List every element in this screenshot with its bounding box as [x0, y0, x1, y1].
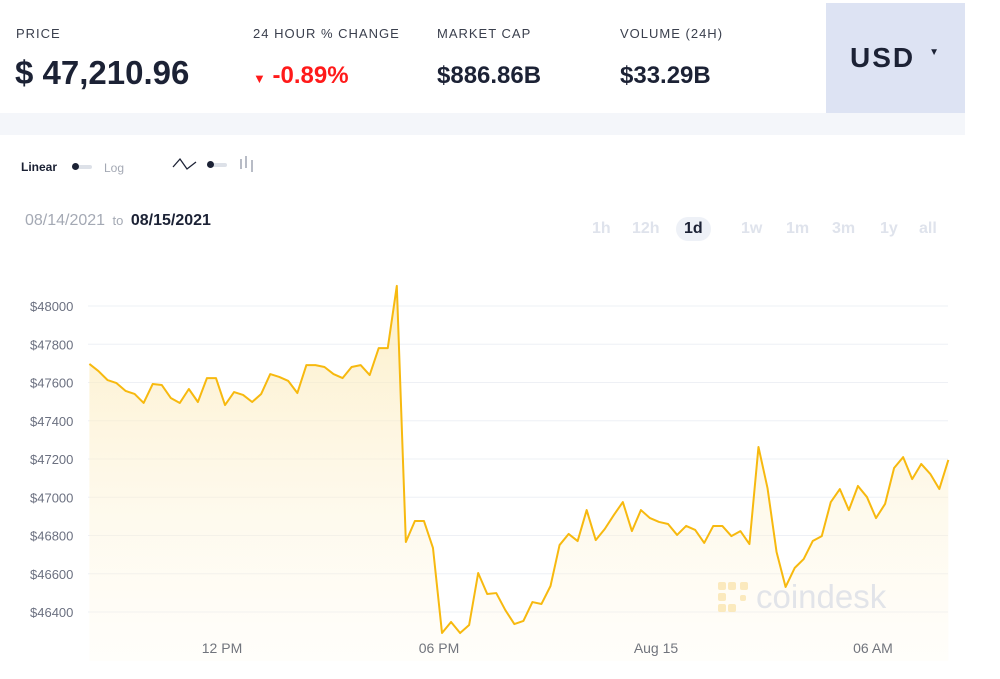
y-tick-label: $46600: [30, 567, 73, 582]
y-tick-label: $47800: [30, 337, 73, 352]
y-tick-label: $47400: [30, 414, 73, 429]
market-cap-value: $886.86B: [437, 62, 542, 89]
range-1m[interactable]: 1m: [786, 220, 810, 237]
y-tick-label: $46400: [30, 605, 73, 620]
market-cap-label: MARKET CAP: [437, 26, 532, 41]
log-label: Log: [104, 161, 125, 175]
range-1d[interactable]: 1d: [676, 217, 711, 241]
range-1w[interactable]: 1w: [741, 220, 763, 237]
price-area: [89, 285, 949, 661]
linear-label: Linear: [21, 160, 58, 174]
volume-value: $33.29B: [620, 62, 711, 89]
date-to[interactable]: 08/15/2021: [130, 212, 211, 229]
price-chart[interactable]: $46400 $46600 $46800 $47000 $47200 $47400 $476…: [0, 250, 1000, 679]
currency-dropdown[interactable]: USD ▼: [826, 3, 965, 113]
date-from[interactable]: 08/14/2021: [25, 212, 106, 229]
y-tick-label: $47200: [30, 452, 73, 467]
scale-toggle[interactable]: [72, 163, 92, 171]
price-label: PRICE: [16, 26, 61, 41]
candle-chart-icon[interactable]: [239, 155, 255, 173]
caret-down-icon: ▼: [929, 46, 942, 58]
change-percent: -0.89%: [272, 62, 349, 89]
watermark-text: coindesk: [756, 578, 887, 615]
price-value: $ 47,210.96: [15, 54, 190, 91]
range-12h[interactable]: 12h: [632, 220, 660, 237]
coindesk-logo-icon: [718, 582, 748, 612]
change-label: 24 HOUR % CHANGE: [253, 26, 400, 41]
price-line: [88, 284, 950, 635]
date-range: 08/14/2021 to 08/15/2021: [25, 212, 211, 230]
volume-label: VOLUME (24H): [620, 26, 724, 41]
range-all[interactable]: all: [919, 220, 937, 237]
change-value: ▼ -0.89%: [253, 62, 349, 90]
line-chart-icon[interactable]: [172, 156, 198, 172]
chart-type-toggle[interactable]: [207, 161, 229, 169]
currency-label: USD: [849, 42, 916, 73]
y-tick-label: $48000: [30, 299, 73, 314]
range-1y[interactable]: 1y: [880, 220, 898, 237]
y-tick-label: $47000: [30, 490, 73, 505]
date-to-word: to: [112, 213, 124, 228]
header-divider: [0, 113, 965, 135]
y-tick-label: $47600: [30, 376, 73, 391]
coindesk-watermark: coindesk: [716, 578, 886, 616]
y-tick-label: $46800: [30, 529, 73, 544]
down-arrow-icon: ▼: [253, 71, 266, 86]
range-3m[interactable]: 3m: [832, 220, 856, 237]
range-1h[interactable]: 1h: [592, 220, 611, 237]
